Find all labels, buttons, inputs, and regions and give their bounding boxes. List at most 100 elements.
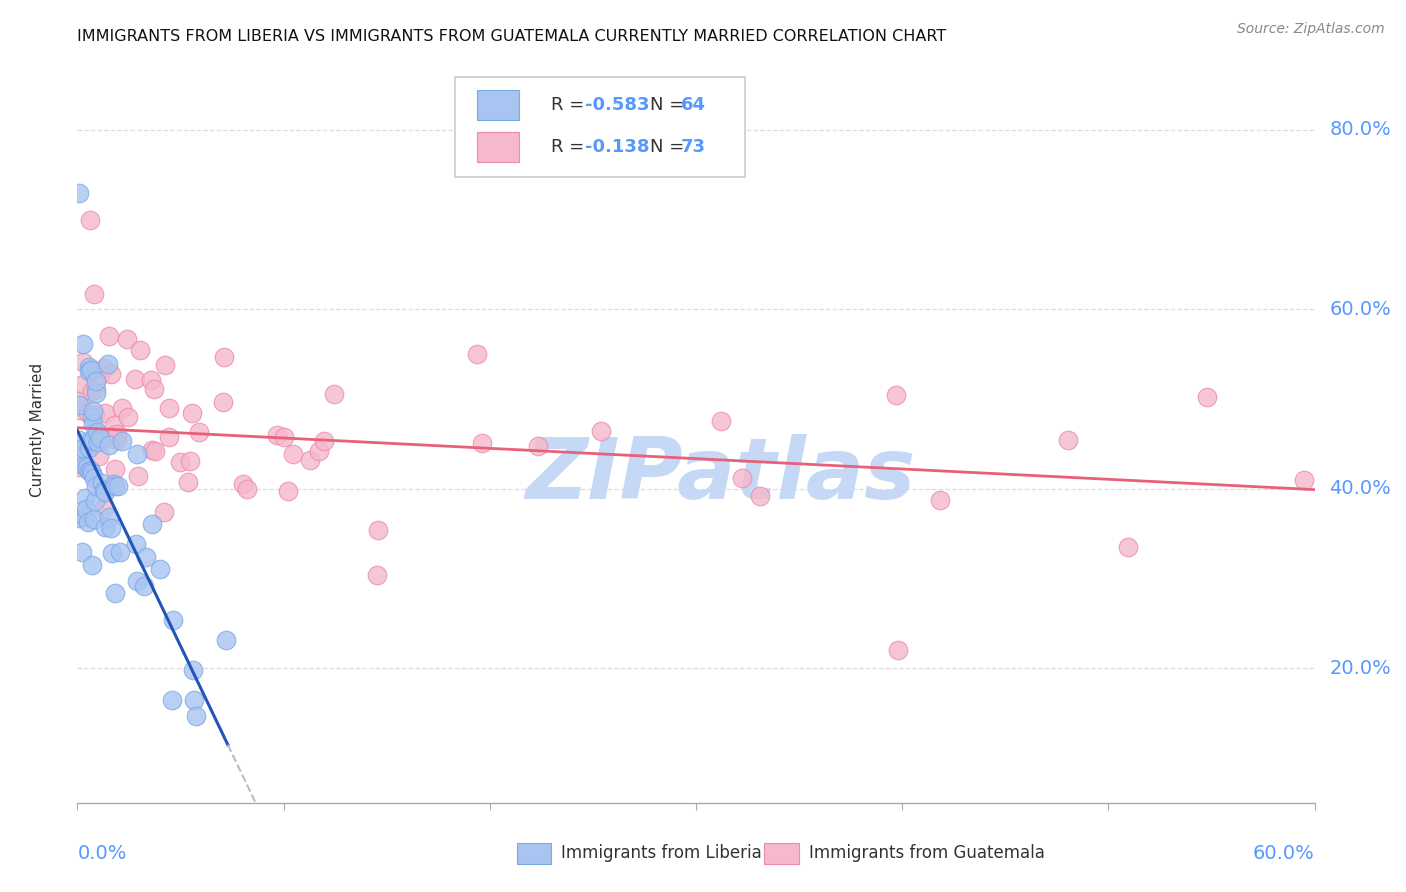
Point — [67, 511, 90, 525]
Bar — [477, 90, 519, 120]
Point — [149, 562, 172, 576]
Text: Source: ZipAtlas.com: Source: ZipAtlas.com — [1237, 22, 1385, 37]
Point — [181, 406, 204, 420]
Point — [104, 586, 127, 600]
Point — [129, 343, 152, 357]
Point — [77, 359, 100, 374]
Point — [153, 505, 176, 519]
Point — [124, 372, 146, 386]
Text: R =: R = — [551, 96, 591, 114]
Text: Immigrants from Guatemala: Immigrants from Guatemala — [808, 845, 1045, 863]
Point — [211, 395, 233, 409]
Point — [87, 435, 110, 450]
Point — [67, 186, 90, 200]
Text: R =: R = — [551, 138, 591, 156]
Point — [183, 693, 205, 707]
Point — [82, 417, 104, 431]
Point — [89, 368, 111, 382]
Point — [100, 545, 122, 559]
Point — [97, 438, 120, 452]
Point — [141, 516, 163, 531]
Point — [72, 336, 94, 351]
Point — [169, 455, 191, 469]
Point — [162, 613, 184, 627]
Point — [115, 332, 138, 346]
Point — [281, 447, 304, 461]
Point — [139, 373, 162, 387]
Point — [82, 433, 104, 447]
Point — [103, 477, 125, 491]
Point — [67, 434, 90, 448]
Point — [80, 464, 103, 478]
Point — [132, 578, 155, 592]
Point — [72, 441, 94, 455]
Point — [80, 384, 103, 399]
Point — [103, 428, 125, 442]
Point — [308, 444, 330, 458]
Point — [108, 545, 131, 559]
Text: ZIPatlas: ZIPatlas — [526, 434, 915, 516]
Point — [91, 476, 114, 491]
Point — [111, 434, 134, 449]
Point — [100, 367, 122, 381]
Point — [160, 692, 183, 706]
Point — [77, 406, 100, 420]
Point — [77, 464, 100, 478]
Point — [104, 461, 127, 475]
Point — [1057, 433, 1080, 447]
Point — [77, 441, 100, 455]
Point — [117, 410, 139, 425]
Point — [84, 386, 107, 401]
Point — [93, 501, 115, 516]
Text: 40.0%: 40.0% — [1330, 479, 1391, 499]
Point — [1195, 390, 1218, 404]
Point — [86, 383, 108, 397]
Point — [155, 358, 177, 372]
Point — [887, 643, 910, 657]
Point — [80, 410, 103, 425]
Point — [104, 479, 127, 493]
Point — [97, 328, 120, 343]
Point — [67, 399, 90, 413]
Point — [731, 471, 754, 485]
Text: 60.0%: 60.0% — [1253, 844, 1315, 863]
Text: N =: N = — [650, 96, 690, 114]
Point — [157, 401, 180, 415]
Point — [125, 537, 148, 551]
Text: Immigrants from Liberia: Immigrants from Liberia — [561, 845, 762, 863]
Point — [105, 433, 128, 447]
Text: IMMIGRANTS FROM LIBERIA VS IMMIGRANTS FROM GUATEMALA CURRENTLY MARRIED CORRELATI: IMMIGRANTS FROM LIBERIA VS IMMIGRANTS FR… — [77, 29, 946, 45]
Point — [111, 401, 134, 415]
Point — [127, 468, 149, 483]
Point — [72, 354, 94, 368]
Point — [93, 483, 115, 498]
Point — [76, 460, 98, 475]
Point — [366, 568, 388, 582]
Point — [367, 523, 389, 537]
Point — [322, 386, 344, 401]
Point — [86, 425, 108, 440]
Point — [93, 433, 115, 447]
Point — [212, 351, 235, 365]
Point — [928, 493, 950, 508]
Point — [125, 447, 148, 461]
Point — [89, 449, 111, 463]
Point — [84, 479, 107, 493]
Point — [93, 520, 115, 534]
Point — [86, 374, 108, 388]
Point — [75, 502, 97, 516]
Point — [83, 470, 105, 484]
Bar — [477, 132, 519, 162]
Point — [526, 439, 548, 453]
Point — [77, 515, 100, 529]
Point — [83, 512, 105, 526]
Point — [179, 453, 201, 467]
Text: -0.138: -0.138 — [585, 138, 650, 156]
Point — [83, 286, 105, 301]
Point — [70, 452, 93, 467]
Point — [143, 443, 166, 458]
Point — [176, 475, 198, 489]
Point — [299, 453, 322, 467]
Point — [93, 360, 115, 375]
Point — [89, 431, 111, 445]
